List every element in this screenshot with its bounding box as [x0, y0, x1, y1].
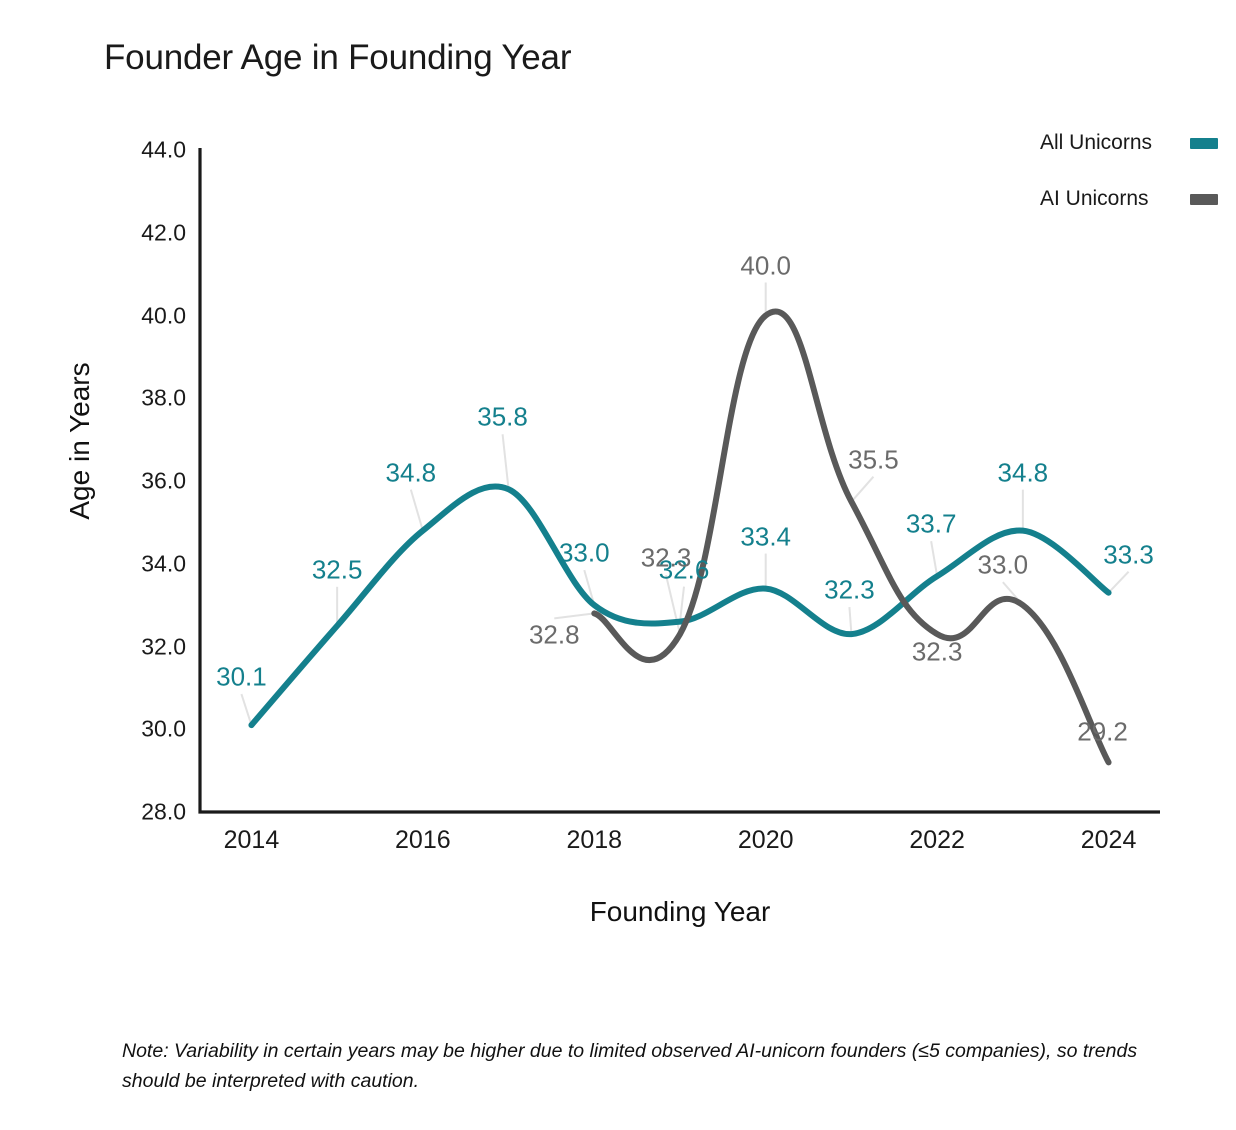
- data-point-label: 29.2: [1077, 716, 1128, 747]
- y-axis-tick-label: 34.0: [141, 550, 186, 577]
- data-point-label: 32.8: [528, 619, 580, 650]
- y-axis-ticks: 28.0 30.0 32.0 34.0 36.0 38.0 40.0 42.0 44.0: [108, 0, 186, 1130]
- data-point-label: 32.3: [824, 574, 875, 605]
- legend-item-ai-unicorns[interactable]: AI Unicorns: [1040, 182, 1236, 216]
- data-point-label: 33.7: [905, 508, 957, 539]
- series-line-all-unicorns: [248, 483, 1112, 729]
- x-axis-tick-label: 2018: [566, 826, 623, 854]
- data-point-label: 34.8: [385, 457, 437, 488]
- data-point-label: 35.5: [848, 444, 899, 475]
- chart-footnote: Note: Variability in certain years may b…: [122, 1040, 1138, 1093]
- data-label-leader-line: [1107, 571, 1130, 594]
- data-point-label: 30.1: [216, 661, 267, 692]
- series-line-ai-unicorns: [591, 308, 1112, 766]
- chart-legend: All Unicorns AI Unicorns: [1040, 126, 1236, 238]
- legend-label-all-unicorns: All Unicorns: [1040, 131, 1153, 154]
- x-axis-tick-label: 2020: [737, 826, 794, 854]
- y-axis-tick-label: 32.0: [141, 633, 186, 659]
- legend-item-all-unicorns[interactable]: All Unicorns: [1040, 126, 1236, 160]
- y-axis-tick-label: 42.0: [141, 219, 186, 246]
- data-label-leader-line: [848, 607, 853, 635]
- data-label-leader-line: [850, 476, 875, 503]
- data-label-leader-line: [679, 586, 685, 622]
- data-label-leader-line: [554, 612, 595, 620]
- y-axis-tick-label: 28.0: [141, 798, 186, 825]
- y-axis-tick-label: 40.0: [141, 302, 186, 328]
- data-point-label: 40.0: [740, 250, 792, 280]
- legend-swatch-all-unicorns: [1190, 137, 1218, 149]
- x-axis-tick-label: 2014: [223, 826, 280, 854]
- data-point-label: 34.8: [997, 457, 1049, 488]
- page-title: Founder Age in Founding Year: [104, 38, 572, 77]
- x-axis-tick-label: 2016: [395, 826, 451, 854]
- data-point-label: 33.3: [1103, 539, 1154, 570]
- data-point-label: 32.6: [658, 554, 710, 585]
- data-label-leader-line: [240, 693, 253, 726]
- legend-swatch-ai-unicorns: [1190, 193, 1218, 205]
- data-point-label: 33.4: [740, 521, 792, 552]
- x-axis-tick-label: 2024: [1080, 826, 1137, 854]
- data-point-label: 33.0: [977, 549, 1029, 580]
- data-point-label: 32.3: [640, 542, 692, 573]
- data-point-label: 32.5: [311, 554, 363, 585]
- y-axis-tick-label: 38.0: [141, 384, 186, 411]
- x-axis-tick-label: 2022: [909, 826, 965, 854]
- axis-lines: [198, 148, 1160, 814]
- data-label-leader-line: [409, 489, 424, 531]
- data-point-label: 32.3: [911, 636, 963, 667]
- y-axis-tick-label: 30.0: [141, 715, 186, 742]
- data-point-label: 33.0: [558, 537, 610, 568]
- data-label-leader-line: [583, 569, 596, 606]
- data-label-leader-line: [501, 434, 510, 490]
- legend-label-ai-unicorns: AI Unicorns: [1040, 187, 1149, 210]
- data-point-label: 35.8: [477, 401, 528, 432]
- x-axis-title: Founding Year: [589, 896, 771, 927]
- data-label-leader-line: [930, 540, 939, 577]
- y-axis-tick-label: 44.0: [141, 136, 186, 163]
- y-axis-tick-label: 36.0: [141, 467, 186, 494]
